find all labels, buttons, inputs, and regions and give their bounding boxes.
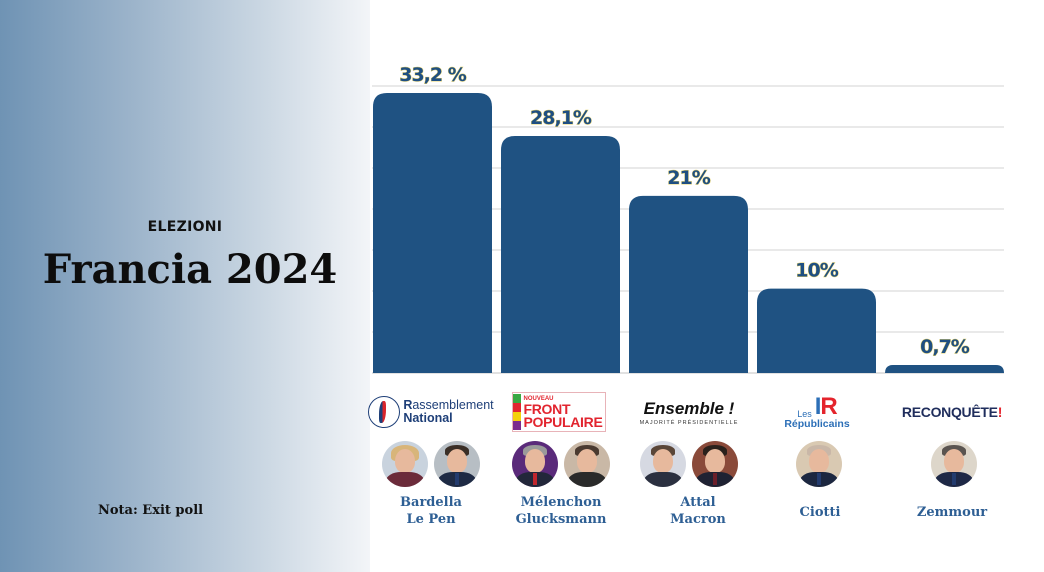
bar-5 [885, 365, 1004, 373]
leader-name: Glucksmann [515, 512, 607, 527]
title-panel: ELEZIONI Francia 2024 Nota: Exit poll [0, 0, 370, 572]
data-label-4: 10% [795, 260, 838, 282]
leaders-reconquete [890, 441, 1018, 487]
logo-lr-line2: Républicains [784, 417, 850, 430]
leader-name: Mélenchon [520, 495, 602, 510]
leaders-ensemble [625, 441, 753, 487]
logo-nfp-line1: FRONT [523, 400, 571, 417]
bar-4 [757, 288, 876, 373]
logo-lr-small: Les [797, 408, 812, 419]
leader-name: Macron [670, 512, 726, 527]
logo-reconquete-text: RECONQUÊTE [901, 404, 998, 420]
leader-name: Zemmour [916, 505, 988, 520]
logo-reconquete-mark: ! [997, 404, 1003, 420]
bar-1 [373, 93, 492, 373]
avatar-glucksmann [564, 441, 610, 487]
data-label-2: 28,1% [530, 107, 592, 129]
leader-names-reconquete: Zemmour [888, 504, 1016, 521]
logo-ensemble: Ensemble ! MAJORITÉ PRÉSIDENTIELLE [625, 388, 753, 436]
footnote: Nota: Exit poll [98, 503, 204, 518]
logo-nfp-line2: POPULAIRE [523, 413, 603, 430]
leader-name: Le Pen [406, 512, 456, 527]
avatar-zemmour [931, 441, 977, 487]
leaders-rn [367, 441, 495, 487]
avatar-ciotti [796, 441, 842, 487]
leaders-nfp [497, 441, 625, 487]
data-label-5: 0,7% [920, 336, 970, 358]
lr-mark-icon: IR [814, 392, 838, 420]
logo-rn-line2: National [403, 411, 453, 425]
avatar-macron [640, 441, 686, 487]
logo-rn-line1: assemblement [412, 398, 494, 412]
leaders-lr [755, 441, 883, 487]
logo-les-republicains: Les IR Républicains [753, 388, 881, 436]
logo-front-populaire: NOUVEAU FRONT POPULAIRE [495, 388, 623, 436]
leader-names-nfp: Mélenchon Glucksmann [497, 494, 625, 528]
leader-names-rn: Bardella Le Pen [367, 494, 495, 528]
bar-3 [629, 195, 748, 373]
leader-name: Ciotti [799, 505, 841, 520]
leader-name: Attal [680, 495, 716, 510]
data-label-1: 33,2 % [399, 64, 466, 86]
flame-icon [368, 396, 401, 428]
color-stripes-icon [512, 394, 521, 430]
leader-names-ensemble: Attal Macron [634, 494, 762, 528]
avatar-melenchon [512, 441, 558, 487]
logo-rn-initial: R [403, 398, 413, 412]
logo-rassemblement-national: Rassemblement National [367, 388, 495, 436]
avatar-le-pen [382, 441, 428, 487]
logo-ensemble-title: Ensemble ! [643, 398, 735, 418]
avatar-attal [692, 441, 738, 487]
page-title: Francia 2024 [42, 246, 338, 293]
logo-ensemble-sub: MAJORITÉ PRÉSIDENTIELLE [639, 419, 739, 426]
logo-nfp-small: NOUVEAU [523, 395, 554, 402]
leader-name: Bardella [400, 495, 462, 510]
logo-reconquete: RECONQUÊTE! [888, 388, 1016, 436]
leader-names-lr: Ciotti [756, 504, 884, 521]
bar-2 [501, 136, 620, 373]
kicker-label: ELEZIONI [147, 219, 223, 235]
data-label-3: 21% [667, 167, 710, 189]
avatar-bardella [434, 441, 480, 487]
